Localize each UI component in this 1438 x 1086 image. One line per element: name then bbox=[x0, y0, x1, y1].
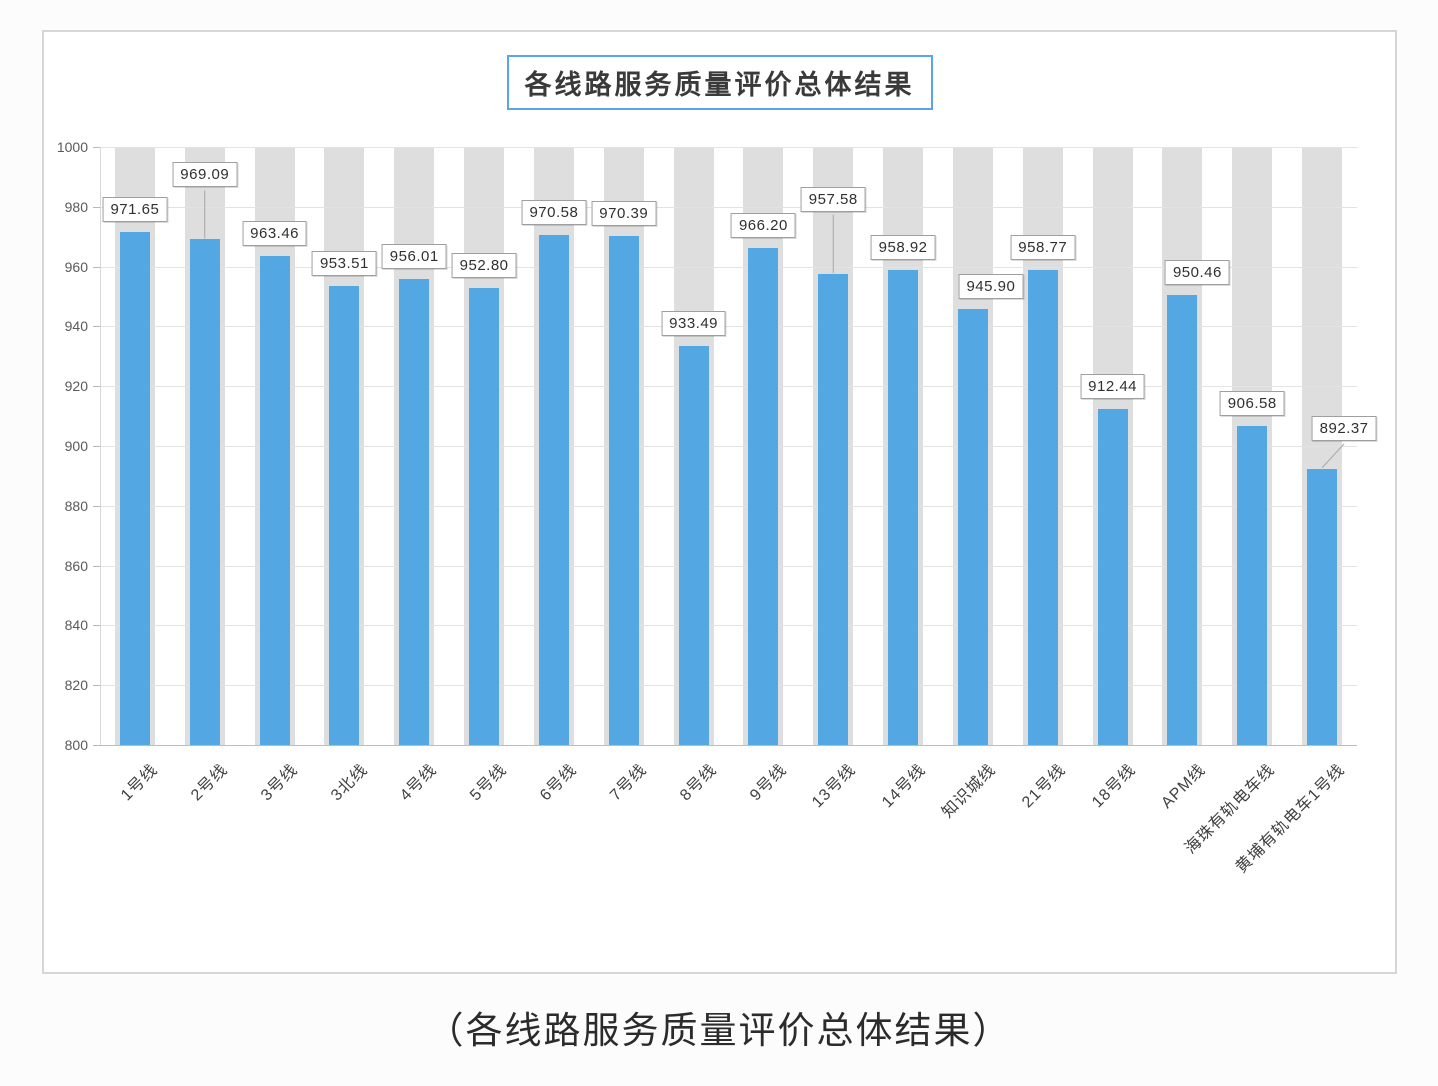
y-axis-tick bbox=[93, 565, 100, 567]
value-label: 957.58 bbox=[800, 186, 866, 212]
bar bbox=[1307, 468, 1338, 745]
y-axis-tick bbox=[93, 147, 100, 148]
x-tick-label: 14号线 bbox=[879, 761, 930, 812]
y-axis-tick bbox=[93, 206, 100, 208]
y-axis-tick bbox=[93, 446, 100, 447]
gridline bbox=[100, 206, 1357, 208]
x-tick-label: 2号线 bbox=[187, 761, 232, 805]
gridline bbox=[100, 625, 1357, 627]
y-tick-label: 960 bbox=[64, 258, 88, 275]
y-axis-tick bbox=[93, 326, 100, 328]
plot-area: 800 820 840 860 880 900 920 940 960 980 1000 971.65… bbox=[57, 139, 1377, 876]
gridline bbox=[100, 266, 1357, 268]
bar bbox=[189, 239, 220, 745]
value-label: 912.44 bbox=[1080, 373, 1146, 399]
bar bbox=[469, 288, 500, 745]
x-tick-label: 5号线 bbox=[467, 761, 511, 805]
y-axis-tick bbox=[93, 685, 100, 687]
x-tick-label: 3号线 bbox=[257, 761, 301, 805]
bar bbox=[678, 345, 709, 745]
bar bbox=[1027, 270, 1058, 745]
value-label: 971.65 bbox=[102, 196, 168, 222]
value-label: 966.20 bbox=[730, 213, 796, 239]
bar bbox=[818, 273, 849, 745]
y-axis-tick bbox=[93, 745, 100, 746]
chart-panel: 各线路服务质量评价总体结果 800 820 840 860 880 900 920 940 96… bbox=[42, 30, 1397, 974]
bar bbox=[1097, 408, 1128, 745]
x-tick-label: APM线 bbox=[1157, 761, 1209, 812]
y-tick-label: 860 bbox=[64, 557, 88, 574]
value-label: 953.51 bbox=[311, 251, 377, 276]
value-label: 892.37 bbox=[1311, 415, 1377, 441]
bar bbox=[1167, 295, 1198, 745]
bar bbox=[888, 269, 919, 745]
x-tick-label: 4号线 bbox=[397, 761, 441, 805]
value-label: 950.46 bbox=[1164, 260, 1230, 286]
bar bbox=[538, 234, 569, 745]
x-tick-label: 6号线 bbox=[537, 761, 581, 805]
x-tick-label: 8号线 bbox=[676, 761, 720, 805]
gridline bbox=[100, 326, 1357, 328]
bar bbox=[399, 278, 430, 745]
y-axis-line bbox=[100, 147, 101, 745]
x-tick-label: 9号线 bbox=[746, 761, 790, 805]
gridline bbox=[100, 147, 1357, 148]
bar bbox=[329, 286, 360, 745]
bar bbox=[957, 308, 988, 745]
gridline bbox=[100, 685, 1357, 687]
value-label: 956.01 bbox=[381, 243, 447, 269]
bar bbox=[119, 231, 150, 745]
y-axis-tick bbox=[93, 625, 100, 627]
value-label: 952.80 bbox=[451, 253, 517, 279]
x-tick-label: 1号线 bbox=[118, 761, 162, 805]
value-label: 906.58 bbox=[1219, 391, 1285, 417]
y-tick-label: 920 bbox=[64, 378, 88, 395]
x-tick-label: 7号线 bbox=[606, 761, 651, 805]
bar bbox=[1237, 426, 1268, 745]
y-tick-label: 940 bbox=[64, 318, 88, 335]
y-axis-tick bbox=[93, 505, 100, 507]
y-axis-tick bbox=[93, 266, 100, 268]
value-label: 933.49 bbox=[661, 310, 727, 336]
y-tick-label: 840 bbox=[64, 617, 88, 634]
y-tick-label: 800 bbox=[64, 737, 88, 753]
gridline bbox=[100, 446, 1357, 447]
x-tick-label: 知识城线 bbox=[939, 761, 1000, 822]
y-tick-label: 820 bbox=[64, 677, 88, 694]
y-tick-label: 980 bbox=[64, 198, 88, 215]
value-label: 958.77 bbox=[1010, 235, 1076, 261]
bar bbox=[608, 235, 639, 745]
gridline bbox=[100, 505, 1357, 507]
x-tick-label: 13号线 bbox=[809, 761, 860, 812]
chart-title: 各线路服务质量评价总体结果 bbox=[506, 55, 933, 110]
x-tick-label: 3北线 bbox=[327, 761, 371, 805]
x-tick-label: 21号线 bbox=[1018, 761, 1070, 812]
value-label: 963.46 bbox=[242, 221, 308, 247]
value-label: 970.39 bbox=[591, 200, 657, 226]
x-axis-line bbox=[100, 745, 1357, 746]
value-label: 969.09 bbox=[172, 162, 238, 188]
gridline bbox=[100, 565, 1357, 567]
value-label: 945.90 bbox=[958, 273, 1024, 299]
bar bbox=[259, 256, 290, 745]
value-label: 958.92 bbox=[870, 234, 936, 260]
gridline bbox=[100, 386, 1357, 388]
x-tick-label: 18号线 bbox=[1088, 761, 1139, 812]
value-label: 970.58 bbox=[521, 199, 587, 225]
bar bbox=[748, 248, 779, 745]
y-tick-label: 1000 bbox=[56, 139, 88, 155]
y-tick-label: 900 bbox=[64, 438, 88, 454]
y-axis-tick bbox=[93, 386, 100, 388]
y-tick-label: 880 bbox=[64, 497, 88, 514]
figure-caption: （各线路服务质量评价总体结果） bbox=[426, 1011, 1012, 1052]
